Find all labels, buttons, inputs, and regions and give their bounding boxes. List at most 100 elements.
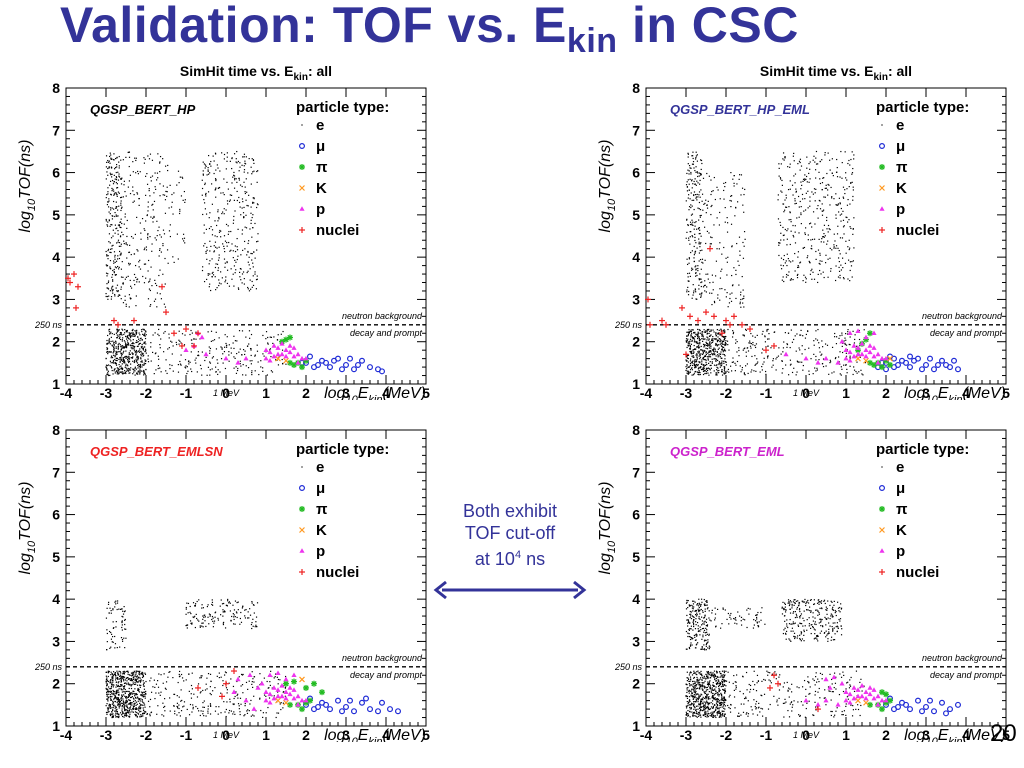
point-e xyxy=(734,215,736,217)
point-nuclei xyxy=(647,321,653,328)
point-e xyxy=(793,236,795,238)
point-e xyxy=(697,373,699,376)
point-e xyxy=(164,705,166,708)
point-e xyxy=(113,168,116,170)
point-e xyxy=(696,337,699,340)
point-e xyxy=(849,203,851,205)
point-e xyxy=(685,200,687,202)
point-e xyxy=(721,287,723,290)
point-e xyxy=(111,716,113,719)
point-e xyxy=(727,306,729,308)
point-e xyxy=(207,170,209,172)
point-e xyxy=(120,678,122,680)
series-p xyxy=(783,328,889,365)
point-e xyxy=(767,345,769,347)
point-e xyxy=(748,342,750,344)
point-e xyxy=(701,338,703,340)
point-e xyxy=(109,213,111,215)
point-e xyxy=(812,211,815,213)
point-e xyxy=(122,702,124,704)
point-e xyxy=(135,354,137,356)
point-e xyxy=(209,350,211,352)
point-e xyxy=(115,214,117,216)
point-e xyxy=(700,363,703,365)
point-e xyxy=(105,272,108,274)
point-e xyxy=(690,214,693,216)
point-e xyxy=(118,694,120,696)
point-e xyxy=(157,355,159,357)
point-e xyxy=(695,348,697,350)
point-e xyxy=(122,276,124,278)
point-e xyxy=(107,697,109,699)
point-e xyxy=(251,216,253,219)
point-e xyxy=(140,684,142,687)
point-e xyxy=(117,171,119,173)
point-e xyxy=(250,219,252,221)
point-e xyxy=(715,260,718,262)
point-e xyxy=(711,349,713,351)
point-e xyxy=(709,282,711,284)
point-e xyxy=(149,713,151,715)
point-e xyxy=(127,186,129,188)
point-e xyxy=(852,373,854,376)
point-e xyxy=(847,162,849,165)
point-e xyxy=(151,204,153,206)
point-e xyxy=(260,709,262,712)
point-e xyxy=(143,695,145,698)
point-e xyxy=(135,715,137,717)
point-e xyxy=(115,706,117,708)
point-e xyxy=(690,333,693,335)
point-e xyxy=(115,675,117,677)
point-e xyxy=(135,692,137,695)
point-e xyxy=(190,339,193,341)
point-e xyxy=(135,679,137,682)
point-e xyxy=(189,333,191,336)
point-e xyxy=(135,701,138,703)
point-e xyxy=(120,159,122,161)
point-e xyxy=(690,251,692,254)
point-e xyxy=(111,683,113,685)
point-e xyxy=(124,688,126,691)
point-e xyxy=(806,257,808,259)
point-e xyxy=(255,279,258,281)
point-e xyxy=(153,192,155,194)
point-e xyxy=(129,338,131,340)
point-e xyxy=(134,264,137,267)
point-e xyxy=(809,273,812,275)
point-e xyxy=(689,167,691,169)
point-e xyxy=(122,196,124,198)
point-e xyxy=(119,236,122,238)
point-e xyxy=(695,333,697,335)
point-e xyxy=(691,367,693,369)
point-e xyxy=(190,351,192,353)
point-e xyxy=(209,260,211,262)
point-e xyxy=(218,186,221,189)
point-e xyxy=(687,373,690,375)
point-e xyxy=(801,198,804,200)
point-e xyxy=(165,681,168,683)
point-e xyxy=(157,333,159,335)
point-e xyxy=(817,273,819,276)
point-e xyxy=(700,174,702,176)
point-e xyxy=(115,362,117,364)
point-e xyxy=(821,188,823,191)
point-e xyxy=(815,370,817,372)
point-e xyxy=(178,339,180,341)
point-mu xyxy=(943,361,950,368)
point-e xyxy=(130,685,132,687)
point-e xyxy=(135,683,137,685)
point-e xyxy=(169,367,171,370)
point-e xyxy=(202,170,204,172)
point-e xyxy=(106,693,108,695)
point-e xyxy=(123,180,125,182)
point-e xyxy=(712,281,714,283)
point-e xyxy=(179,363,182,365)
point-e xyxy=(703,350,705,352)
point-p xyxy=(847,357,853,363)
point-K xyxy=(283,357,289,364)
point-e xyxy=(147,298,150,300)
point-e xyxy=(713,300,716,303)
point-e xyxy=(232,713,234,715)
point-e xyxy=(201,187,204,190)
point-e xyxy=(782,258,785,261)
